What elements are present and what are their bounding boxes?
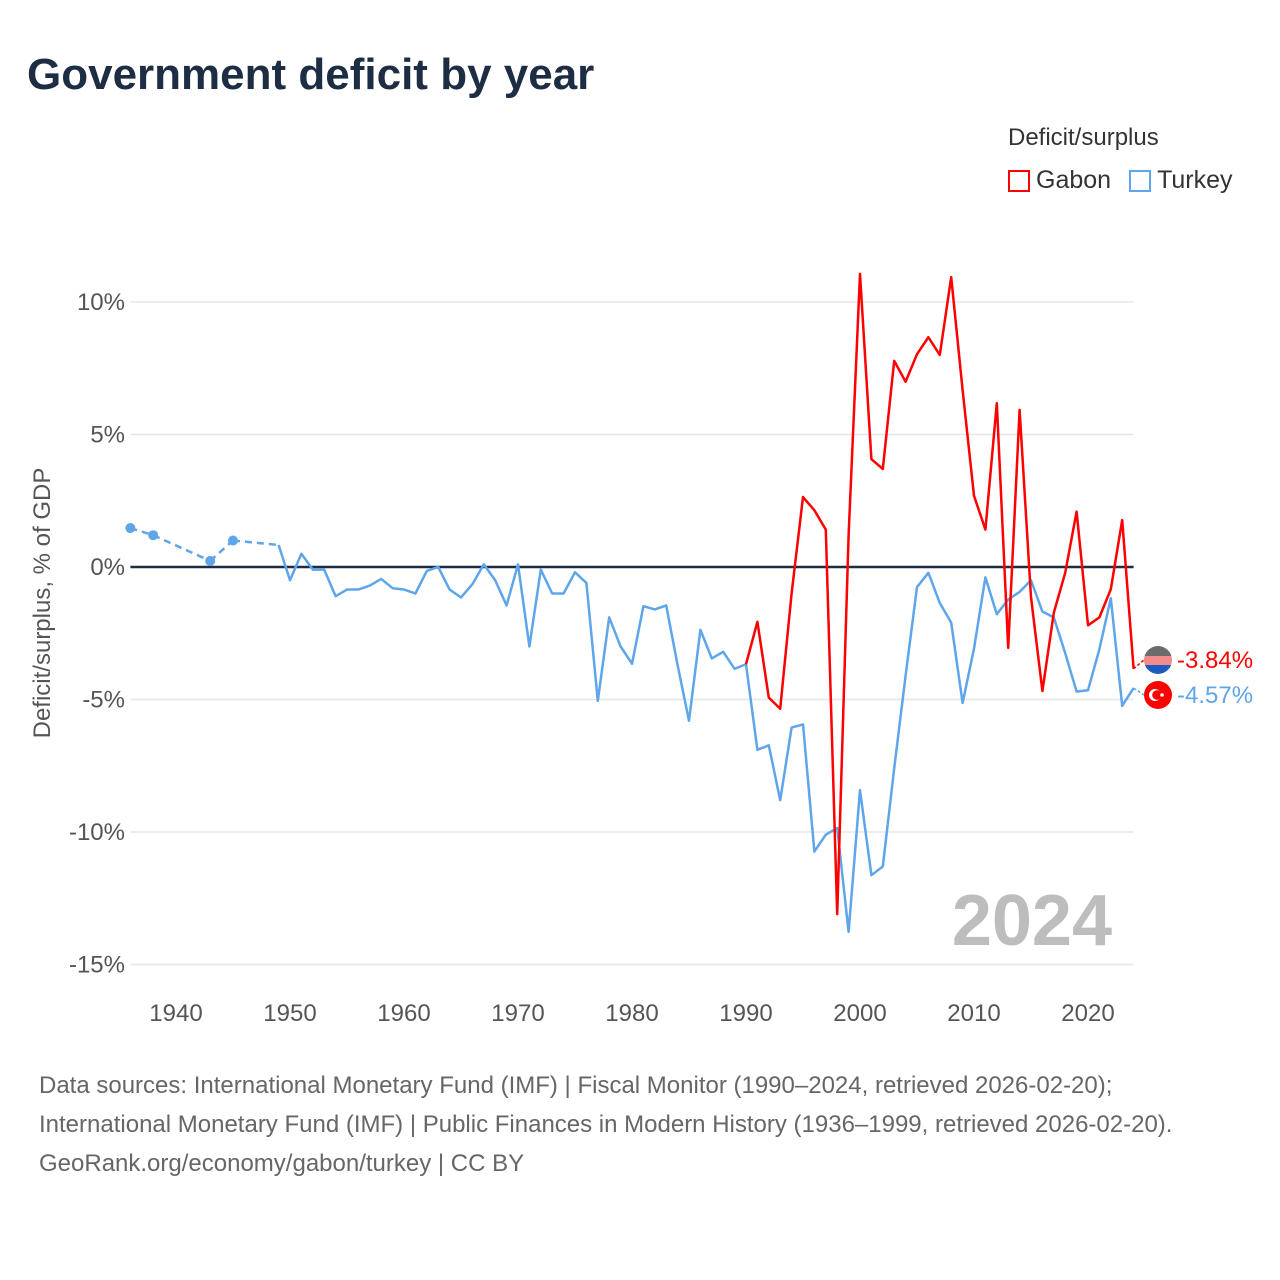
x-tick-label: 1950 [263,1000,316,1027]
legend-swatch-gabon [1008,169,1030,192]
gabon-flag-icon [1144,646,1172,674]
x-tick-label: 1960 [377,1000,430,1027]
y-tick-label: -15% [69,952,125,979]
series-line [277,544,1135,934]
x-tick-label: 2020 [1061,1000,1114,1027]
x-tick-label: 2000 [833,1000,886,1027]
series-gabon [744,272,1135,916]
gap-segment [130,526,154,537]
flag-stripe [1144,665,1172,674]
legend: Gabon Turkey [1008,166,1233,195]
y-axis-label: Deficit/surplus, % of GDP [29,468,56,739]
gap-segment [232,539,279,547]
y-tick-label: 0% [90,554,125,581]
end-value-label: -3.84% [1177,647,1253,674]
legend-label: Turkey [1157,166,1233,194]
series-line [744,272,1135,916]
x-tick-label: 2010 [947,1000,1000,1027]
y-tick-label: -10% [69,819,125,846]
gap-segment [209,539,234,562]
end-value-label: -4.57% [1177,682,1253,709]
end-connector [1133,687,1145,696]
legend-item-turkey[interactable]: Turkey [1129,166,1233,195]
end-connector [1133,659,1145,670]
current-year-watermark: 2024 [952,881,1112,961]
turkey-flag-icon [1144,681,1172,709]
y-tick-label: 10% [77,289,125,316]
footer: Data sources: International Monetary Fun… [39,1066,1239,1183]
credit-link[interactable]: GeoRank.org/economy/gabon/turkey | CC BY [39,1150,525,1177]
gap-segment [152,534,211,563]
x-tick-label: 1940 [149,1000,202,1027]
legend-swatch-turkey [1129,169,1152,192]
flag-stripe [1144,656,1172,665]
x-tick-label: 1970 [491,1000,544,1027]
x-tick-label: 1990 [719,1000,772,1027]
y-tick-label: -5% [82,687,125,714]
x-tick-label: 1980 [605,1000,658,1027]
y-tick-label: 5% [90,422,125,449]
line-chart: 10% 5% 0% -5% -10% -15% 1940 1950 1960 1970 1980 19… [29,272,1253,1027]
chart-title: Government deficit by year [27,50,595,99]
legend-title: Deficit/surplus [1008,124,1159,151]
series-turkey [125,523,1135,934]
legend-label: Gabon [1036,166,1112,194]
flag-crescent-cut [1152,690,1162,700]
data-sources: Data sources: International Monetary Fun… [39,1072,1173,1138]
flag-stripe [1144,646,1172,656]
legend-item-gabon[interactable]: Gabon [1008,166,1111,195]
flag-star [1160,693,1164,697]
